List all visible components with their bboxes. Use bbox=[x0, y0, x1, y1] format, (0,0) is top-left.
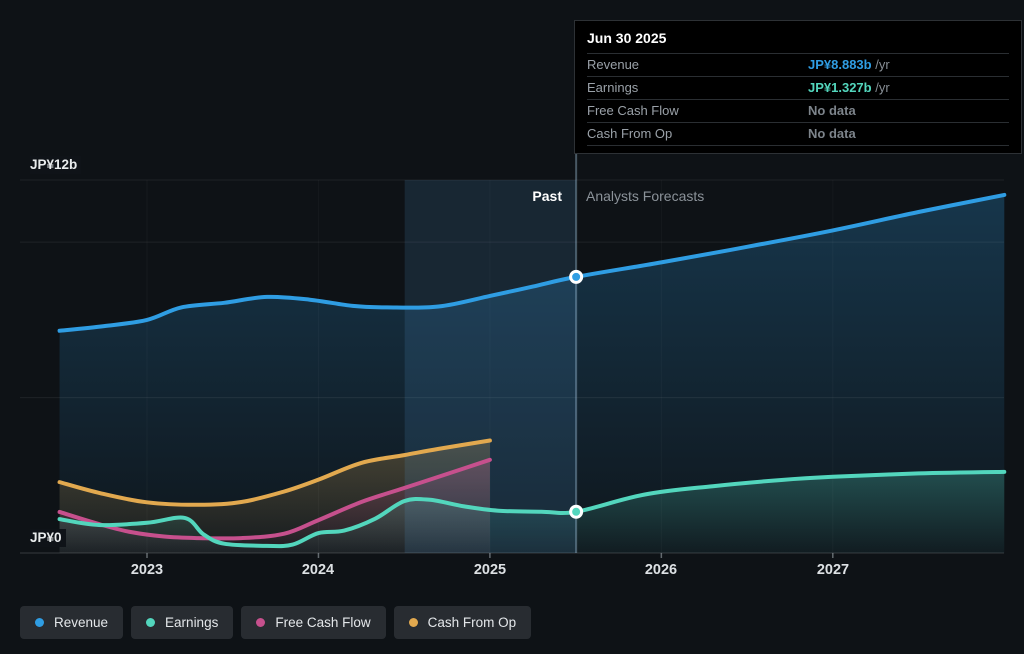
legend-item-cash-from-op[interactable]: Cash From Op bbox=[393, 606, 532, 639]
tooltip-label: Free Cash Flow bbox=[587, 103, 679, 118]
tooltip-label: Revenue bbox=[587, 57, 640, 72]
x-axis-label-2027: 2027 bbox=[816, 562, 850, 578]
legend-item-revenue[interactable]: Revenue bbox=[20, 606, 124, 639]
tooltip-value: No data bbox=[808, 126, 856, 141]
revenue-area bbox=[59, 194, 1005, 553]
legend-label: Cash From Op bbox=[427, 615, 517, 630]
past-region-label: Past bbox=[532, 188, 562, 204]
y-axis-label-zero: JP¥0 bbox=[30, 529, 66, 547]
tooltip-value-suffix: /yr bbox=[875, 80, 890, 95]
x-axis-label-2025: 2025 bbox=[473, 562, 507, 578]
earnings-today-marker[interactable] bbox=[569, 504, 584, 519]
legend-label: Revenue bbox=[54, 615, 109, 630]
tooltip-label: Earnings bbox=[587, 80, 639, 95]
tooltip-row-free-cash-flow: Free Cash Flow No data bbox=[587, 99, 1009, 122]
past-12m-band bbox=[404, 180, 577, 553]
legend-label: Earnings bbox=[165, 615, 219, 630]
legend-item-free-cash-flow[interactable]: Free Cash Flow bbox=[241, 606, 386, 639]
forecast-region-label: Analysts Forecasts bbox=[586, 188, 705, 204]
tooltip-value: JP¥8.883b bbox=[808, 57, 872, 72]
x-axis-label-2023: 2023 bbox=[130, 562, 164, 578]
free-cash-flow-series-dot-icon bbox=[256, 618, 266, 627]
earnings-line[interactable] bbox=[57, 469, 1007, 549]
legend-label: Free Cash Flow bbox=[275, 615, 371, 630]
tooltip-value: No data bbox=[808, 103, 856, 118]
chart-legend: Revenue Earnings Free Cash Flow Cash Fro… bbox=[20, 606, 532, 639]
tooltip-value: JP¥1.327b bbox=[808, 80, 872, 95]
tooltip-value-suffix: /yr bbox=[875, 57, 890, 72]
chart-tooltip: Jun 30 2025 Revenue JP¥8.883b /yr Earnin… bbox=[574, 20, 1022, 154]
legend-item-earnings[interactable]: Earnings bbox=[131, 606, 234, 639]
revenue-line[interactable] bbox=[57, 192, 1007, 333]
tooltip-row-revenue: Revenue JP¥8.883b /yr bbox=[587, 53, 1009, 76]
cash-from-op-line[interactable] bbox=[57, 438, 492, 507]
revenue-series-dot-icon bbox=[35, 618, 44, 627]
y-axis-label-max: JP¥12b bbox=[30, 156, 82, 174]
free-cash-flow-line[interactable] bbox=[57, 457, 492, 541]
earnings-series-dot-icon bbox=[146, 618, 156, 627]
cash-from-op-series-dot-icon bbox=[408, 618, 418, 627]
revenue-today-marker[interactable] bbox=[569, 269, 584, 284]
tooltip-row-earnings: Earnings JP¥1.327b /yr bbox=[587, 76, 1009, 99]
tooltip-row-cash-from-op: Cash From Op No data bbox=[587, 122, 1009, 146]
x-axis-label-2024: 2024 bbox=[301, 562, 335, 578]
x-axis-label-2026: 2026 bbox=[644, 562, 678, 578]
tooltip-date: Jun 30 2025 bbox=[587, 30, 667, 46]
tooltip-label: Cash From Op bbox=[587, 126, 673, 141]
